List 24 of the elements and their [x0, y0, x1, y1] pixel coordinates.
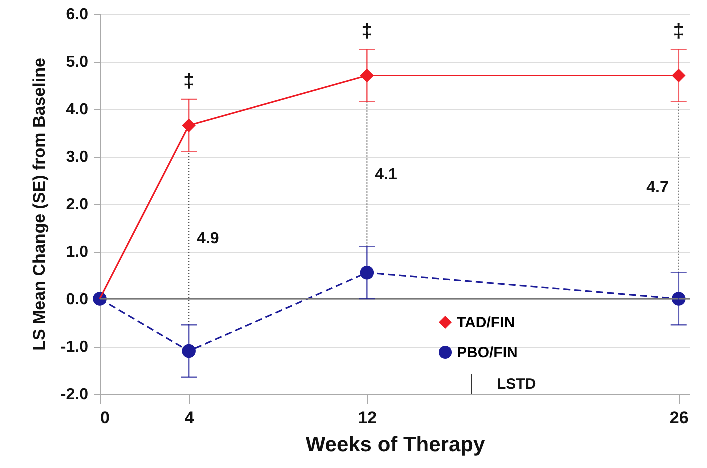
x-tick-label: 12 [358, 408, 378, 428]
annotation: 4.1 [375, 166, 398, 184]
annotation: ‡ [362, 20, 373, 43]
annotation: LSTD [497, 376, 536, 393]
legend-label: PBO/FIN [457, 344, 518, 362]
x-tick-label: 26 [670, 408, 689, 428]
y-tick-label: -2.0 [60, 386, 89, 404]
annotation: ‡ [673, 20, 684, 43]
annotation: 4.7 [646, 179, 669, 196]
y-tick-label: 4.0 [66, 102, 89, 118]
y-tick-label: 3.0 [66, 149, 89, 166]
y-tick-label: 5.0 [66, 54, 89, 71]
annotation: ‡ [183, 70, 195, 92]
legend-label: TAD/FIN [457, 314, 516, 332]
x-axis-title: Weeks of Therapy [306, 434, 486, 456]
annotation: 4.9 [197, 230, 220, 248]
y-tick-label: -1.0 [60, 339, 89, 356]
y-tick-label: 2.0 [66, 196, 89, 214]
x-tick-label: 4 [184, 408, 195, 428]
y-tick-label: 1.0 [66, 244, 89, 261]
y-axis-title: LS Mean Change (SE) from Baseline [30, 58, 49, 351]
x-tick-label: 0 [100, 408, 110, 428]
y-tick-label: 0.0 [66, 292, 89, 308]
y-tick-label: 6.0 [66, 6, 89, 24]
